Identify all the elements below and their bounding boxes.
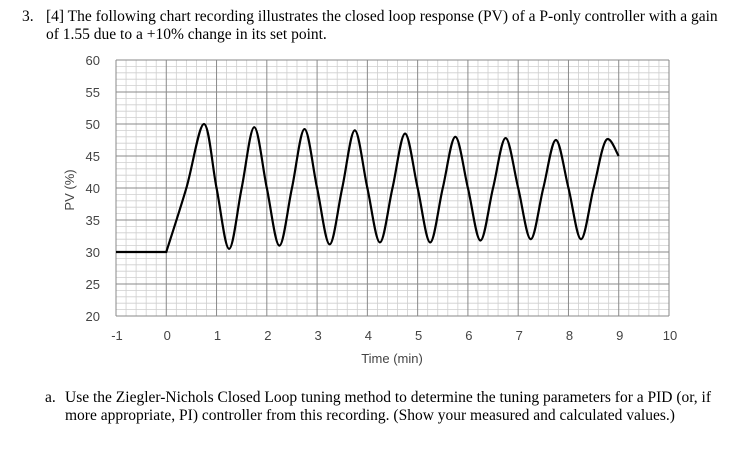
y-axis-title: PV (%) bbox=[62, 169, 77, 210]
subquestion-text: Use the Ziegler-Nichols Closed Loop tuni… bbox=[65, 389, 712, 424]
y-tick-label: 30 bbox=[86, 245, 100, 260]
pv-series-line bbox=[116, 122, 620, 254]
x-tick-label: 0 bbox=[164, 328, 171, 343]
y-tick-label: 50 bbox=[86, 117, 100, 132]
x-tick-label: -1 bbox=[111, 328, 123, 343]
y-tick-label: 55 bbox=[86, 85, 100, 100]
y-tick-label: 35 bbox=[86, 213, 100, 228]
x-tick-label: 10 bbox=[663, 328, 677, 343]
subquestion-label: a. bbox=[45, 389, 56, 406]
y-tick-label: 25 bbox=[86, 277, 100, 292]
x-axis-title: Time (min) bbox=[361, 351, 423, 366]
y-tick-label: 20 bbox=[86, 309, 100, 324]
x-tick-label: 4 bbox=[365, 328, 372, 343]
question-number: 3. bbox=[22, 8, 34, 25]
x-tick-label: 8 bbox=[566, 328, 573, 343]
x-tick-label: 9 bbox=[616, 328, 623, 343]
x-tick-label: 3 bbox=[314, 328, 321, 343]
x-tick-label: 2 bbox=[264, 328, 271, 343]
x-tick-labels: -1 0 1 2 3 4 5 6 7 8 9 10 bbox=[111, 328, 677, 343]
y-tick-label: 40 bbox=[86, 181, 100, 196]
x-tick-label: 6 bbox=[465, 328, 472, 343]
question-text: [4] The following chart recording illust… bbox=[46, 8, 718, 43]
y-tick-label: 45 bbox=[86, 149, 100, 164]
question-3: 3. [4] The following chart recording ill… bbox=[22, 8, 722, 44]
y-tick-label: 60 bbox=[86, 53, 100, 68]
subquestion-a: a. Use the Ziegler-Nichols Closed Loop t… bbox=[45, 389, 715, 425]
y-tick-labels: 60 55 50 45 40 35 30 25 20 bbox=[86, 53, 100, 324]
x-tick-label: 7 bbox=[516, 328, 523, 343]
x-tick-label: 5 bbox=[415, 328, 422, 343]
x-tick-label: 1 bbox=[214, 328, 221, 343]
